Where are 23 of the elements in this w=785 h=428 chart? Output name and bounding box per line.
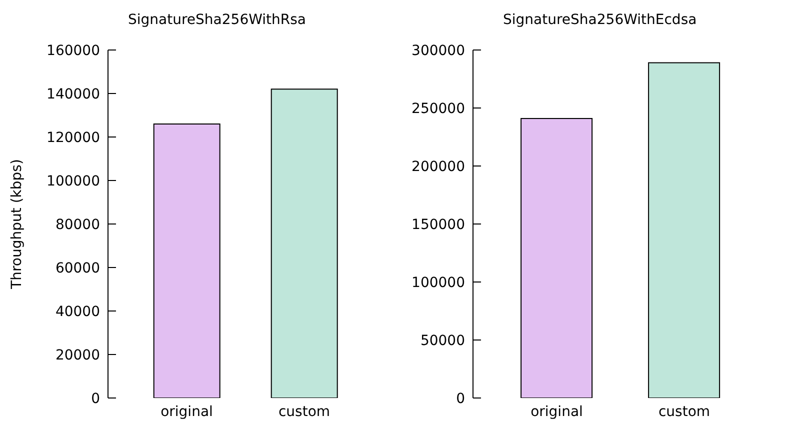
y-tick-label: 150000 xyxy=(412,216,465,233)
y-axis-title: Throughput (kbps) xyxy=(8,159,25,290)
y-tick-label: 0 xyxy=(91,390,100,407)
y-tick-label: 0 xyxy=(456,390,465,407)
y-tick-label: 40000 xyxy=(55,304,100,320)
y-tick-label: 160000 xyxy=(46,42,100,59)
chart-title: SignatureSha256WithEcdsa xyxy=(502,12,698,28)
y-tick-label: 60000 xyxy=(55,260,100,276)
y-tick-label: 300000 xyxy=(412,42,465,59)
y-tick-label: 120000 xyxy=(46,130,100,146)
y-tick-label: 200000 xyxy=(412,158,465,175)
y-tick-label: 250000 xyxy=(412,100,465,117)
x-tick-label: custom xyxy=(658,404,710,420)
chart-title: SignatureSha256WithRsa xyxy=(127,12,307,28)
x-tick-label: original xyxy=(160,404,213,420)
y-tick-label: 140000 xyxy=(46,86,100,102)
y-tick-label: 80000 xyxy=(55,216,100,233)
y-tick-label: 100000 xyxy=(412,274,465,291)
x-tick-label: original xyxy=(530,404,583,420)
y-tick-label: 100000 xyxy=(46,173,100,190)
y-tick-label: 20000 xyxy=(55,347,100,364)
x-tick-label: custom xyxy=(278,404,330,420)
y-tick-label: 50000 xyxy=(420,332,465,349)
